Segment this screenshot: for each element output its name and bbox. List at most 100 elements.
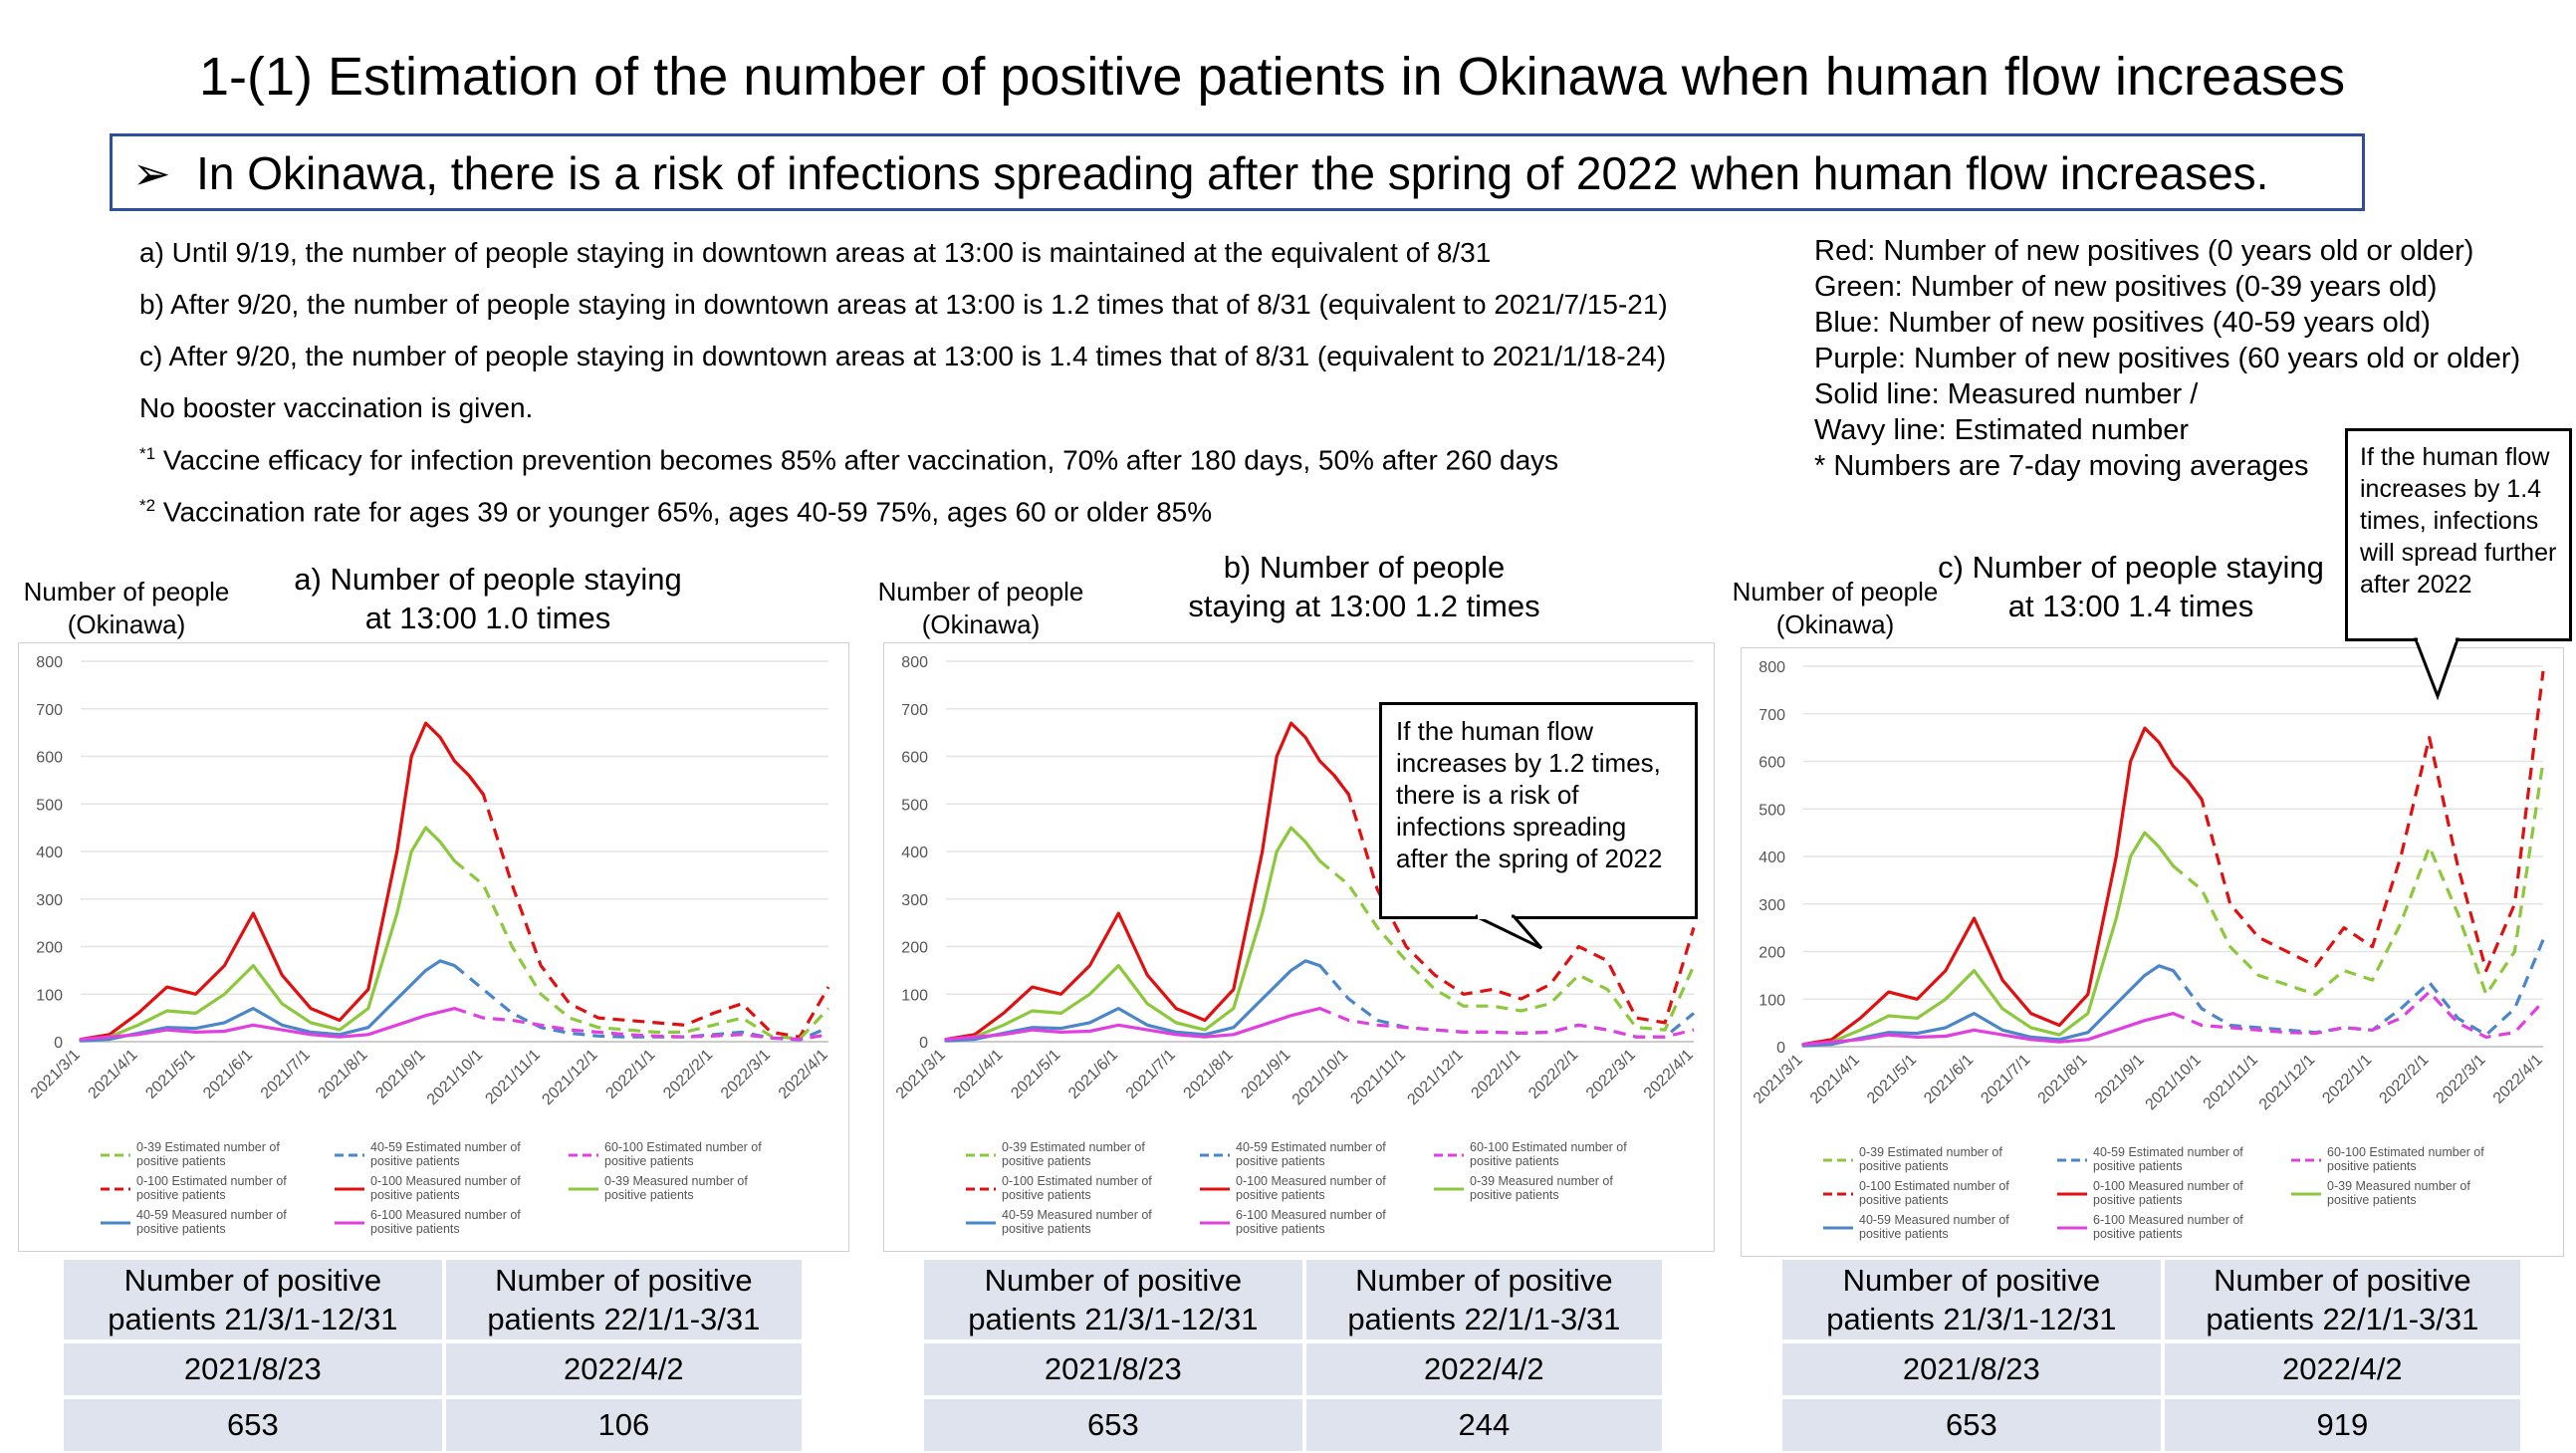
panel-b-peak-date-2022: 2022/4/2 xyxy=(1303,1341,1664,1397)
legend-note-solid: Solid line: Measured number / xyxy=(1814,378,2199,410)
chart-1-y-tick-6: 600 xyxy=(901,750,928,767)
panel-c-ylabel-line2: (Okinawa) xyxy=(1775,609,1895,639)
footnote-1-text: Vaccine efficacy for infection preventio… xyxy=(155,444,1559,476)
chart-0-y-tick-1: 100 xyxy=(36,987,63,1004)
panel-b-ylabel-line2: (Okinawa) xyxy=(921,609,1041,639)
chart-0-legend-label-2: 60-100 Estimated number of positive patie… xyxy=(604,1140,762,1168)
chart-2-x-tick-2: 2021/5/1 xyxy=(1864,1052,1920,1107)
chart-0-y-tick-2: 200 xyxy=(36,940,63,957)
chart-2-series-6 xyxy=(1801,1012,2176,1047)
footnote-2: *2 Vaccination rate for ages 39 or young… xyxy=(139,496,1212,528)
chart-1-x-tick-9: 2021/12/1 xyxy=(1404,1047,1466,1108)
panel-b-callout-pointer xyxy=(1475,914,1543,950)
panel-a-ylabel-line1: Number of people xyxy=(23,577,230,606)
chart-0-x-tick-7: 2021/10/1 xyxy=(424,1047,486,1108)
panel-b-ylabel-line1: Number of people xyxy=(877,577,1084,606)
chart-0-x-tick-0: 2021/3/1 xyxy=(28,1047,84,1102)
chart-2-y-tick-5: 500 xyxy=(1758,802,1785,819)
condition-c: c) After 9/20, the number of people stay… xyxy=(139,341,1667,371)
chart-2-legend-label-4: 0-100 Measured number of positive patient… xyxy=(2093,1179,2243,1207)
chart-2-series-0 xyxy=(1801,726,2204,1047)
panel-c-callout-tail xyxy=(2413,637,2460,701)
panel-c-ylabel: Number of people (Okinawa) xyxy=(1721,576,1950,641)
panel-a-chart-frame: 0 100 200 300 400 500 600 700 800 2021/3/1 2021/4/… xyxy=(18,642,849,1252)
chart-0-x-tick-2: 2021/5/1 xyxy=(142,1047,198,1102)
chart-2-y-tick-8: 800 xyxy=(1758,659,1785,676)
chart-2-series-5 xyxy=(2172,938,2545,1037)
chart-0-x-tick-13: 2022/4/1 xyxy=(776,1047,831,1102)
chart-1-y-tick-0: 0 xyxy=(919,1035,928,1052)
panel-b-header-2021-line2: patients 21/3/1-12/31 xyxy=(968,1302,1259,1336)
chart-1-legend-label-6: 40-59 Measured number of positive patient… xyxy=(1002,1208,1152,1236)
chart-1-legend-label-5: 0-39 Measured number of positive patients xyxy=(1470,1174,1613,1202)
chart-2-series-7 xyxy=(2172,990,2545,1039)
condition-booster: No booster vaccination is given. xyxy=(139,392,534,423)
chart-1-y-tick-4: 400 xyxy=(901,845,928,861)
panel-c-chart-frame: 0 100 200 300 400 500 600 700 800 2021/3/1 2021/4/… xyxy=(1741,647,2564,1257)
chart-1-series-6 xyxy=(944,1007,1322,1042)
panel-c-callout-tail-join xyxy=(2418,636,2456,642)
chart-1-legend-label-3: 0-100 Estimated number of positive patien… xyxy=(1002,1174,1152,1202)
chart-1-legend-label-2: 60-100 Estimated number of positive patie… xyxy=(1470,1140,1627,1168)
chart-1-x-tick-11: 2022/2/1 xyxy=(1525,1047,1581,1102)
chart-2-series-3 xyxy=(2172,761,2545,997)
panel-c-peak-value-2021: 653 xyxy=(1780,1397,2163,1453)
panel-c-header-2021: Number of positive patients 21/3/1-12/31 xyxy=(1780,1258,2163,1341)
chart-0-x-tick-5: 2021/8/1 xyxy=(316,1047,371,1102)
legend-note-purple: Purple: Number of new positives (60 year… xyxy=(1814,343,2521,374)
chart-2-x-tick-11: 2022/2/1 xyxy=(2376,1052,2432,1107)
chart-0-y-tick-7: 700 xyxy=(36,702,63,719)
condition-b: b) After 9/20, the number of people stay… xyxy=(139,289,1668,320)
panel-a-peak-date-2021: 2021/8/23 xyxy=(62,1341,444,1397)
chart-0-series-4 xyxy=(79,959,457,1043)
panel-a-header-2021: Number of positive patients 21/3/1-12/31 xyxy=(62,1258,444,1341)
chart-1-series-1 xyxy=(1332,774,1696,1025)
chart-0-legend-label-7: 6-100 Measured number of positive patient… xyxy=(370,1208,521,1236)
slide-title: 1-(1) Estimation of the number of positi… xyxy=(199,47,2346,107)
legend-note-average: * Numbers are 7-day moving averages xyxy=(1814,450,2309,482)
chart-0-x-tick-3: 2021/6/1 xyxy=(200,1047,256,1102)
panel-b-chart: 0 100 200 300 400 500 600 700 800 2021/3/1 2021/4/… xyxy=(893,654,1697,1236)
chart-1-x-tick-10: 2022/1/1 xyxy=(1468,1047,1523,1102)
panel-c-callout: If the human flow increases by 1.4 times… xyxy=(2345,428,2572,641)
panel-a-peak-value-2021: 653 xyxy=(62,1397,444,1453)
chart-1-x-tick-8: 2021/11/1 xyxy=(1347,1047,1409,1108)
panel-b-callout-tail-join xyxy=(1478,914,1512,919)
chart-0-x-tick-6: 2021/9/1 xyxy=(372,1047,428,1102)
chart-0-x-tick-12: 2022/3/1 xyxy=(718,1047,774,1102)
chart-2-y-tick-7: 700 xyxy=(1758,707,1785,724)
panel-a-ylabel-line2: (Okinawa) xyxy=(67,609,186,639)
panel-b-header-2022-line1: Number of positive xyxy=(1355,1263,1613,1298)
chart-2-series-2 xyxy=(1801,831,2176,1048)
panel-b-header-2021-line1: Number of positive xyxy=(984,1263,1243,1298)
chart-0-legend-label-0: 0-39 Estimated number of positive patient… xyxy=(136,1140,280,1168)
chart-1-y-tick-2: 200 xyxy=(901,940,928,957)
chart-0-series-6 xyxy=(79,1007,457,1042)
panel-a-chart: 0 100 200 300 400 500 600 700 800 2021/3/1 2021/4/… xyxy=(28,654,831,1236)
panel-a-title-line2: at 13:00 1.0 times xyxy=(364,601,611,635)
panel-c-chart: 0 100 200 300 400 500 600 700 800 2021/3/1 2021/4/… xyxy=(1751,659,2546,1241)
chart-1-y-tick-8: 800 xyxy=(901,654,928,671)
chart-0-series-1 xyxy=(467,774,830,1039)
panel-a-header-2022-line1: Number of positive xyxy=(495,1263,753,1298)
footnote-1: *1 Vaccine efficacy for infection preven… xyxy=(139,444,1558,476)
chart-1-legend-label-4: 0-100 Measured number of positive patient… xyxy=(1236,1174,1386,1202)
panel-c-title-line1: c) Number of people staying xyxy=(1938,550,2324,585)
chart-1-x-tick-4: 2021/7/1 xyxy=(1123,1047,1179,1102)
legend-note-wavy: Wavy line: Estimated number xyxy=(1814,414,2190,446)
chart-2-y-tick-3: 300 xyxy=(1758,897,1785,914)
panel-a-header-2022-line2: patients 22/1/1-3/31 xyxy=(487,1302,761,1336)
panel-a-title: a) Number of people staying at 13:00 1.0… xyxy=(249,560,727,637)
chart-0-x-tick-10: 2022/1/1 xyxy=(602,1047,658,1102)
panel-b-title-line2: staying at 13:00 1.2 times xyxy=(1188,589,1540,623)
condition-a: a) Until 9/19, the number of people stay… xyxy=(139,237,1492,268)
chart-1-x-tick-5: 2021/8/1 xyxy=(1181,1047,1237,1102)
chart-0-legend-label-1: 40-59 Estimated number of positive patien… xyxy=(370,1140,521,1168)
panel-a-table: Number of positive patients 21/3/1-12/31 … xyxy=(62,1258,804,1453)
panel-a-header-2022: Number of positive patients 22/1/1-3/31 xyxy=(443,1258,804,1341)
chart-2-legend-label-6: 40-59 Measured number of positive patient… xyxy=(1859,1213,2009,1241)
chart-1-x-tick-6: 2021/9/1 xyxy=(1238,1047,1293,1102)
panel-c-ylabel-line1: Number of people xyxy=(1732,577,1939,606)
chart-2-legend-label-0: 0-39 Estimated number of positive patient… xyxy=(1859,1145,2002,1173)
chart-2-legend-label-3: 0-100 Estimated number of positive patien… xyxy=(1859,1179,2009,1207)
